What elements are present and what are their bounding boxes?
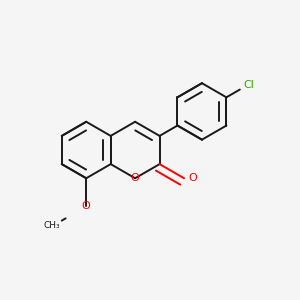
Text: O: O [188,173,197,183]
Text: O: O [82,202,91,212]
Text: O: O [131,173,140,183]
Text: Cl: Cl [243,80,254,90]
Text: CH₃: CH₃ [44,221,60,230]
